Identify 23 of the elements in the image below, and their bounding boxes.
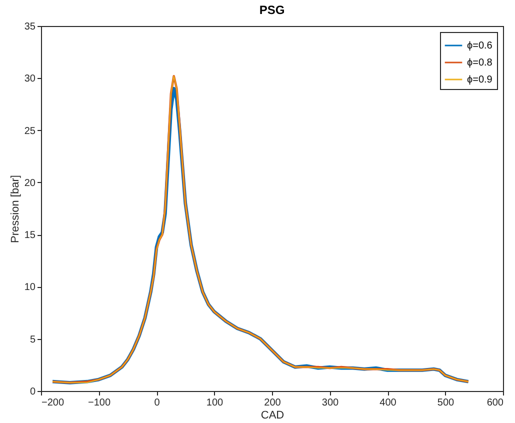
y-tick-label: 0: [30, 386, 36, 398]
y-tick-label: 10: [24, 282, 36, 294]
y-tick-label: 35: [24, 22, 36, 32]
y-tick-label: 25: [24, 126, 36, 137]
x-tick-label: 0: [154, 398, 160, 408]
x-tick-label: −200: [42, 398, 64, 408]
legend-label: ϕ=0.6: [467, 40, 493, 52]
x-tick-label: 600: [486, 398, 504, 408]
x-axis-title: CAD: [260, 410, 284, 422]
y-tick-label: 5: [30, 334, 36, 346]
chart-title: PSG: [259, 3, 285, 17]
x-tick-label: 400: [380, 398, 397, 408]
x-tick-label: 100: [206, 398, 224, 408]
y-axis-title: Pression [bar]: [9, 175, 22, 243]
legend-label: ϕ=0.8: [467, 58, 493, 68]
x-tick-label: 500: [437, 398, 455, 408]
x-tick-label: −100: [88, 398, 111, 408]
x-tick-label: 300: [322, 398, 340, 408]
y-tick-label: 15: [24, 230, 36, 242]
legend-label: ϕ=0.9: [467, 74, 493, 86]
y-tick-label: 20: [24, 178, 36, 189]
x-tick-label: 200: [264, 398, 282, 408]
y-tick-label: 30: [24, 74, 36, 85]
